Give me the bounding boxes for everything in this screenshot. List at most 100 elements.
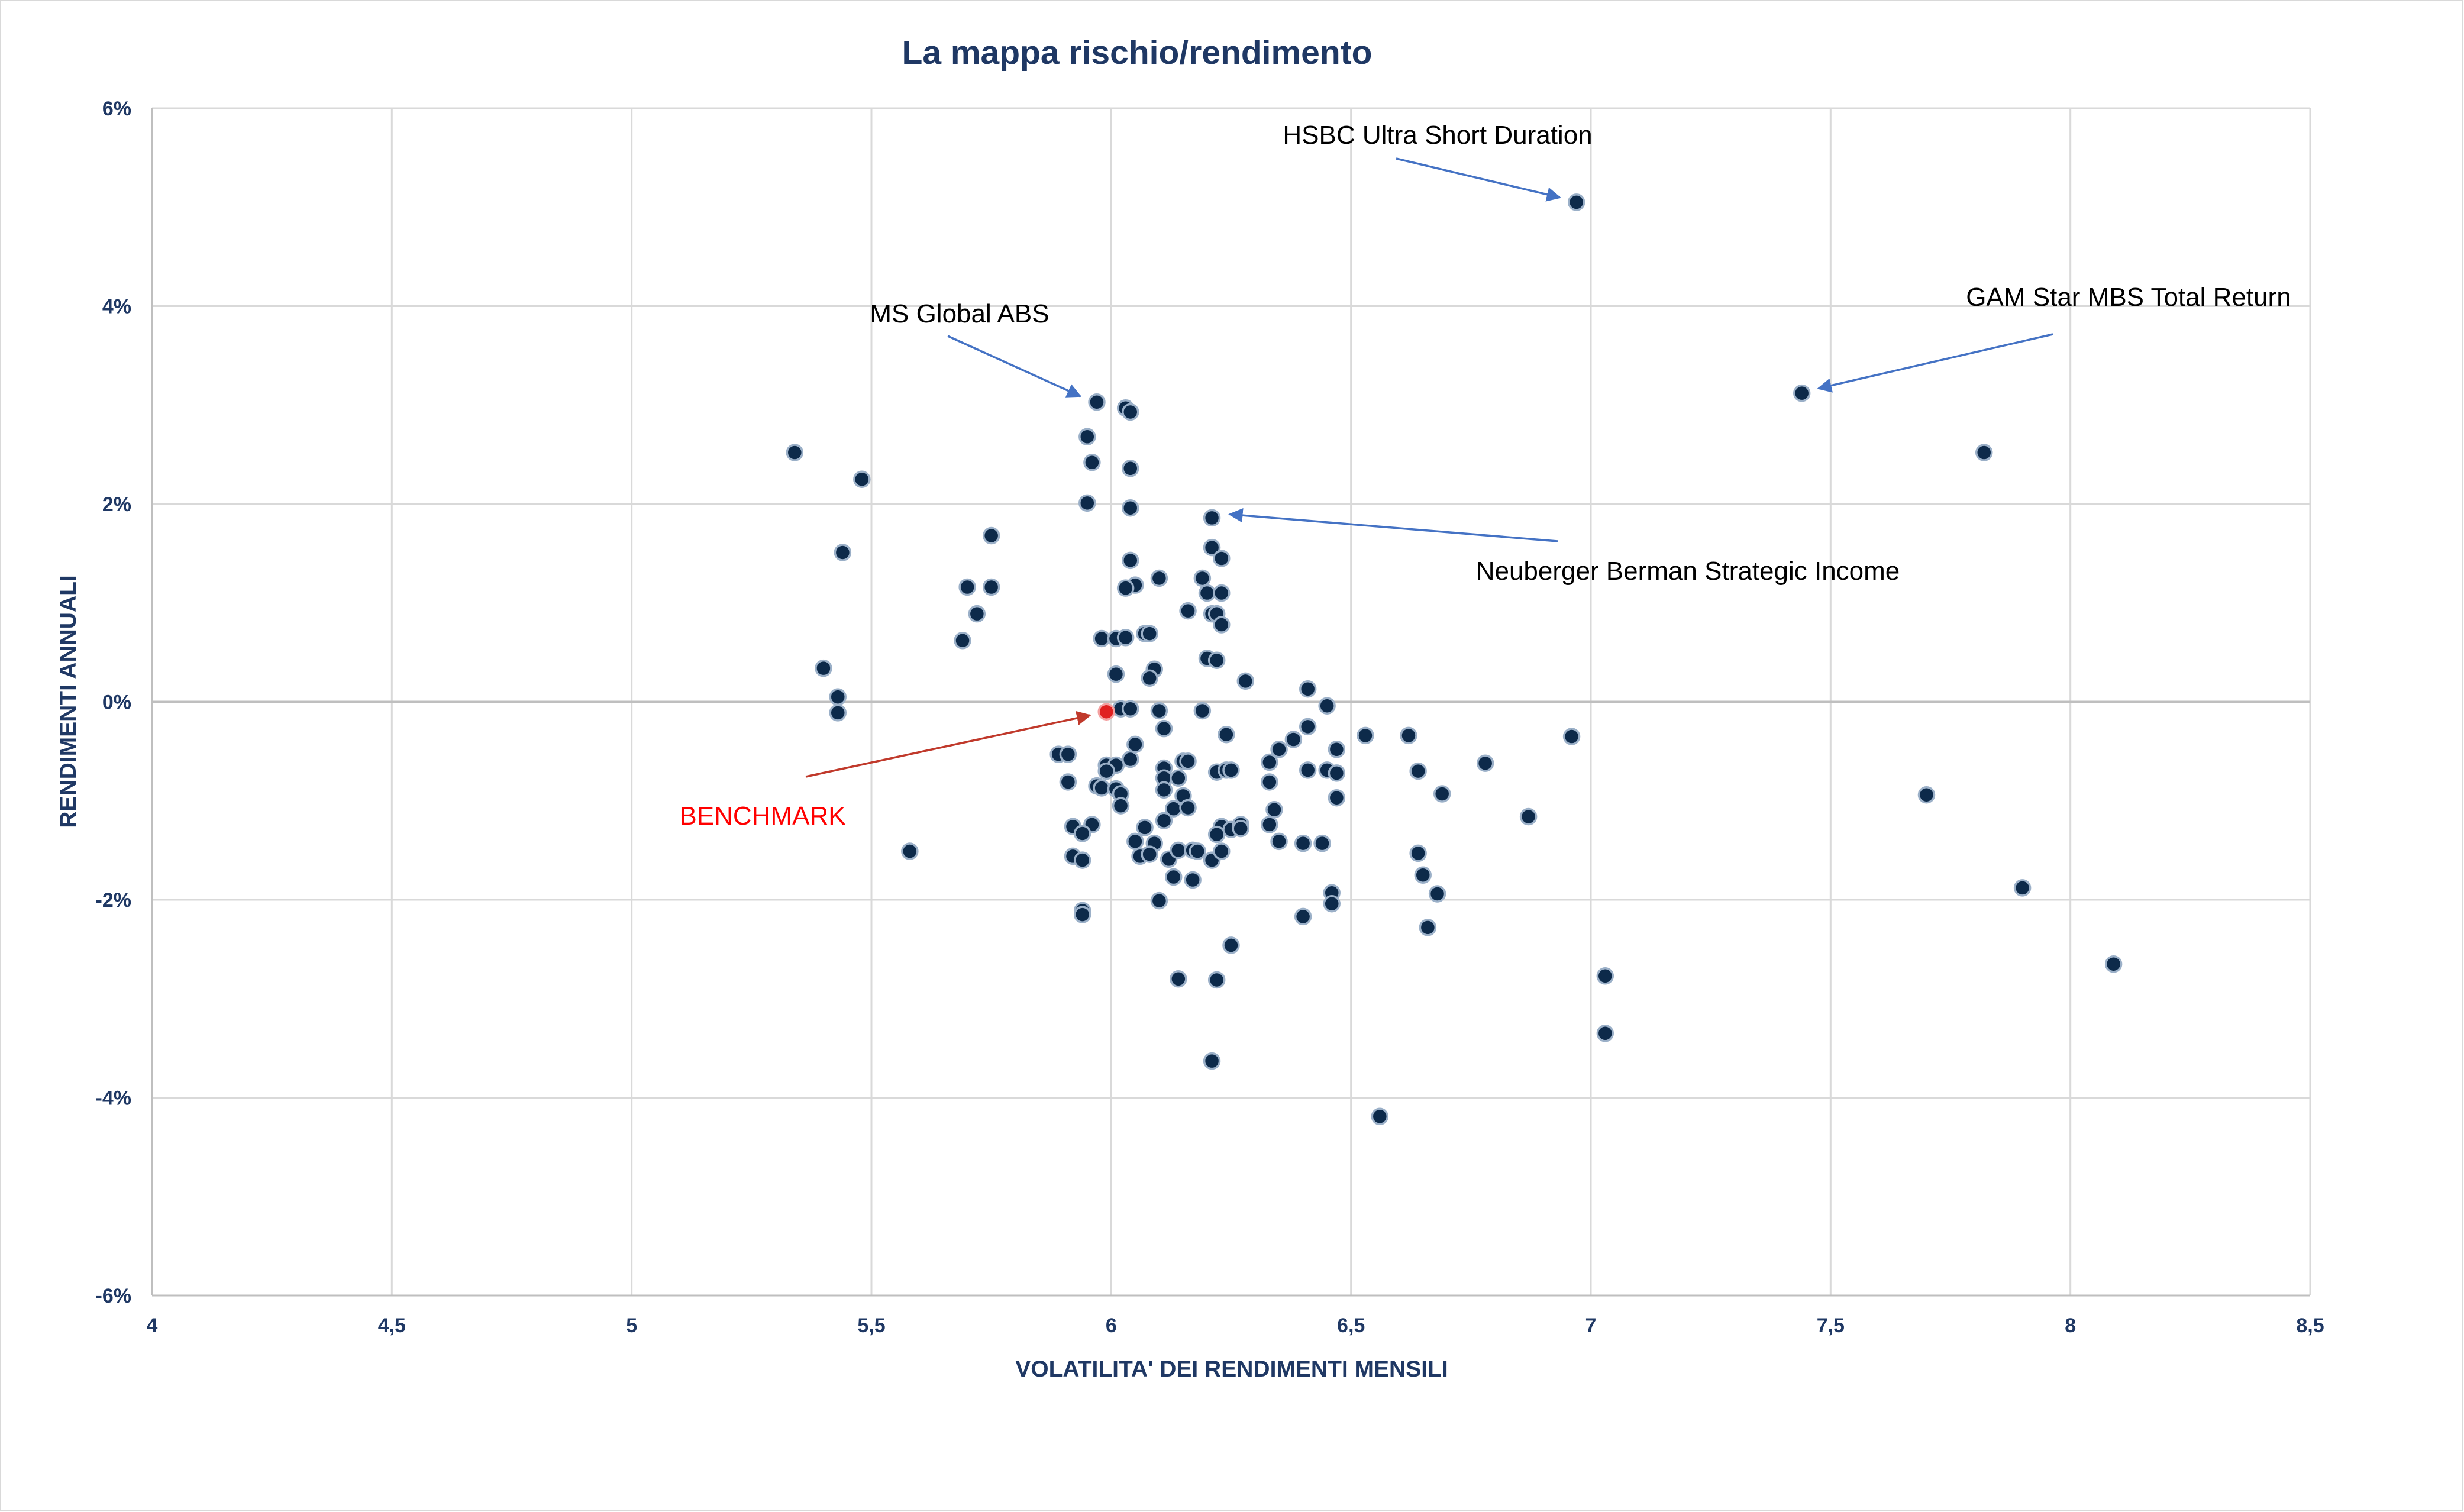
y-tick-label: -2% [96, 889, 131, 912]
y-tick-label: 6% [102, 98, 131, 120]
data-point [1270, 832, 1288, 851]
x-tick-label: 8,5 [2296, 1314, 2324, 1337]
y-tick-label: 2% [102, 493, 131, 516]
data-point [1059, 745, 1077, 763]
data-point [1222, 936, 1240, 954]
data-point [1218, 725, 1235, 744]
data-point [1328, 789, 1346, 807]
data-point [1122, 700, 1139, 718]
annotations: HSBC Ultra Short Duration MS Global ABS GA… [679, 121, 2291, 831]
data-point [1193, 569, 1212, 587]
x-tick-label: 8 [2065, 1314, 2076, 1337]
data-point [1328, 764, 1346, 782]
data-point [2013, 879, 2032, 897]
chart-title: La mappa rischio/rendimento [902, 34, 1373, 72]
data-point [1400, 726, 1417, 745]
data-point [1126, 832, 1144, 851]
x-axis-title: VOLATILITA' DEI RENDIMENTI MENSILI [1015, 1356, 1448, 1382]
data-point [1150, 702, 1168, 720]
data-point [1136, 819, 1154, 836]
data-point [2104, 955, 2123, 973]
data-point [1073, 851, 1091, 869]
data-point [1141, 669, 1158, 687]
data-point [1059, 773, 1077, 791]
data-point [1284, 731, 1303, 748]
annotation-arrow [1228, 508, 1558, 542]
x-tick-label: 4 [147, 1314, 158, 1337]
data-point [1207, 651, 1226, 670]
data-point [1222, 761, 1240, 779]
annotation-label: GAM Star MBS Total Return [1966, 283, 2291, 312]
data-point [901, 842, 919, 860]
data-point [1179, 752, 1197, 770]
data-point [1189, 842, 1207, 860]
data-point [1428, 885, 1446, 903]
data-point [1270, 741, 1288, 758]
data-point [1150, 569, 1168, 587]
data-point [1294, 907, 1312, 926]
x-tick-label: 7 [1585, 1314, 1597, 1337]
data-point [1198, 584, 1216, 602]
data-point [982, 526, 1000, 545]
data-point [1409, 762, 1427, 780]
y-tick-label: -6% [96, 1285, 131, 1307]
data-point [1155, 719, 1173, 738]
data-point [1596, 1025, 1614, 1042]
data-point [1193, 702, 1212, 720]
data-point [1476, 754, 1494, 772]
data-point [1116, 629, 1135, 647]
data-point [1299, 680, 1317, 698]
data-point [1371, 1107, 1389, 1126]
data-point [1323, 894, 1341, 913]
axes [151, 108, 2310, 1297]
tick-labels: 4 4,5 5 5,5 6 6,5 7 7,5 8 8,5 6% 4% 2% 0% -2% -4% -6% [96, 98, 2324, 1337]
data-point [1097, 762, 1115, 780]
data-point [1073, 906, 1091, 923]
annotation-arrow [1817, 333, 2053, 393]
data-point [1088, 393, 1106, 411]
data-point [1141, 625, 1158, 642]
data-point [1207, 971, 1226, 989]
data-point [1093, 629, 1110, 648]
data-point [1328, 741, 1346, 758]
benchmark-label: BENCHMARK [679, 802, 845, 831]
data-point [1170, 769, 1187, 787]
data-point [1236, 672, 1255, 690]
data-point [1213, 584, 1231, 602]
data-point [1116, 579, 1135, 597]
annotation-arrow [947, 335, 1082, 398]
data-point [1213, 616, 1231, 634]
data-point [1155, 812, 1173, 829]
x-tick-label: 5,5 [857, 1314, 885, 1337]
data-points [786, 193, 2123, 1126]
data-point [954, 632, 971, 650]
data-point [1083, 454, 1101, 471]
y-axis-title: RENDIMENTI ANNUALI [56, 575, 81, 828]
data-point [1078, 428, 1096, 446]
data-point [1299, 718, 1317, 736]
data-point [1318, 697, 1336, 715]
annotation-arrow [1396, 157, 1562, 202]
data-point [1203, 1052, 1221, 1070]
data-point [1299, 761, 1317, 779]
data-point [829, 704, 847, 722]
data-point [1232, 819, 1249, 838]
benchmark-point [1097, 703, 1115, 721]
data-point [1203, 509, 1221, 527]
data-point [1419, 919, 1437, 936]
annotation-label: Neuberger Berman Strategic Income [1476, 557, 1900, 586]
data-point [1170, 841, 1187, 860]
data-point [1203, 538, 1221, 557]
data-point [1170, 970, 1187, 988]
data-point [1179, 602, 1197, 620]
data-point [1126, 735, 1144, 754]
y-tick-label: -4% [96, 1087, 131, 1110]
data-point [834, 544, 852, 561]
data-point [1078, 494, 1096, 512]
annotation-label: HSBC Ultra Short Duration [1283, 121, 1592, 150]
data-point [1164, 868, 1183, 886]
y-tick-label: 0% [102, 692, 131, 714]
data-point [1122, 403, 1139, 421]
data-point [829, 688, 847, 706]
